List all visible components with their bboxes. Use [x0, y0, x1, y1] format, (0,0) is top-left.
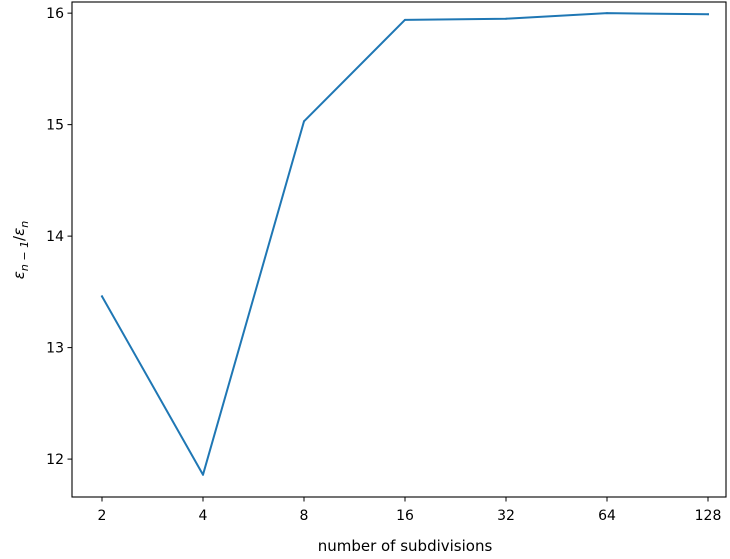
series-layer	[100, 12, 710, 476]
y-tick-label: 14	[46, 229, 64, 245]
x-tick-label: 4	[199, 508, 208, 524]
y-tick-label: 12	[46, 452, 64, 468]
x-tick-label: 32	[497, 508, 515, 524]
data-point	[505, 17, 507, 20]
y-label-subscript-2: n	[18, 221, 31, 228]
x-tick-label: 64	[598, 508, 616, 524]
x-axis-label: number of subdivisions	[318, 537, 493, 555]
data-point	[202, 473, 204, 476]
plot-area	[71, 1, 727, 498]
y-axis-ticks: 12 13 14 15 16	[46, 6, 72, 468]
data-point	[101, 295, 103, 298]
y-tick-label: 15	[46, 118, 64, 134]
y-label-subscript-1: n − 1	[18, 241, 31, 271]
data-point	[707, 13, 709, 16]
x-tick-label: 16	[396, 508, 414, 524]
x-tick-label: 2	[98, 508, 107, 524]
y-label-epsilon-2: ε	[10, 228, 28, 236]
x-tick-label: 128	[695, 508, 722, 524]
data-point	[303, 120, 305, 123]
y-axis-label: εn − 1/εn	[10, 221, 31, 279]
x-tick-label: 8	[300, 508, 309, 524]
x-axis-ticks: 2 4 8 16 32 64 128	[98, 497, 722, 524]
data-point	[606, 12, 608, 15]
data-point	[404, 18, 406, 21]
y-tick-label: 13	[46, 341, 64, 357]
y-label-slash: /	[10, 235, 28, 241]
y-tick-label: 16	[46, 6, 64, 22]
y-label-epsilon-1: ε	[10, 271, 28, 279]
